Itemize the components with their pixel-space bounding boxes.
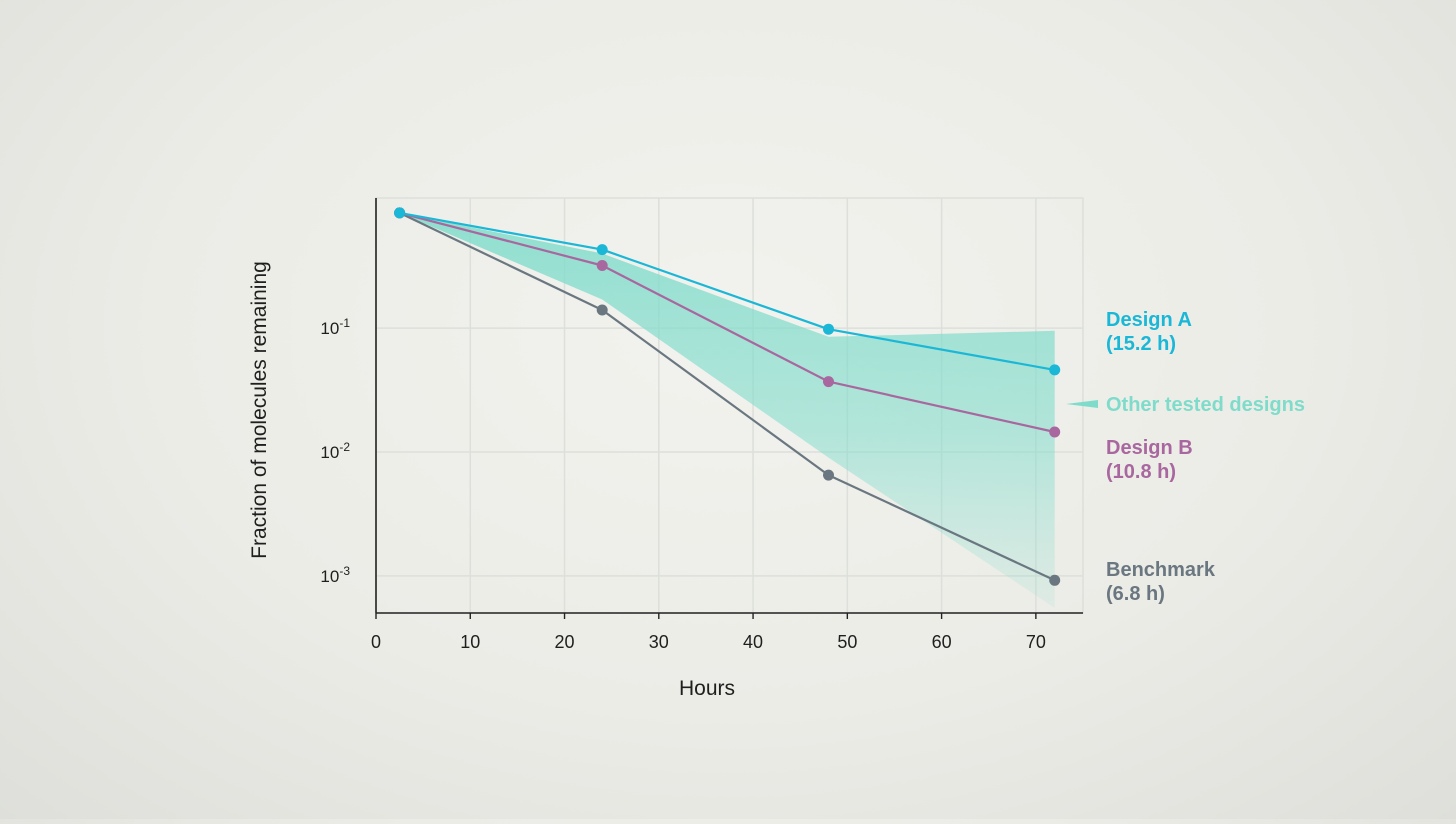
series-lines (394, 207, 1061, 586)
data-point-design-b (823, 376, 834, 388)
other-designs-pointer-icon (1066, 400, 1098, 408)
y-tick-label: 10-1 (320, 316, 350, 338)
other-designs-band-group (399, 212, 1055, 608)
series-line-benchmark (399, 211, 1056, 582)
data-point-benchmark (823, 469, 834, 481)
data-point-design-a (596, 244, 608, 256)
y-tick-label: 10-3 (320, 564, 350, 586)
data-point-design-a (823, 323, 834, 335)
legend-benchmark-halflife: (6.8 h) (1106, 583, 1165, 605)
x-tick-label: 30 (649, 632, 669, 652)
legend-design-b-halflife: (10.8 h) (1106, 461, 1176, 483)
legend-design-a-halflife: (15.2 h) (1106, 333, 1176, 355)
data-point-design-a (1049, 364, 1061, 376)
other-designs-band (399, 212, 1055, 608)
x-axis-label: Hours (679, 677, 735, 700)
series-line-design-b (399, 211, 1055, 434)
x-tick-label: 40 (743, 632, 763, 652)
legend: Design A (15.2 h) Other tested designs D… (1066, 309, 1305, 605)
data-point-design-a (394, 207, 406, 219)
legend-design-a-name: Design A (1106, 309, 1192, 331)
y-axis-label: Fraction of molecules remaining (248, 261, 271, 559)
data-point-design-b (1049, 426, 1061, 438)
axes (375, 198, 1083, 614)
x-tick-label: 60 (932, 632, 952, 652)
x-tick-label: 0 (371, 632, 381, 652)
series-line-design-a (399, 211, 1055, 371)
y-tick-label: 10-2 (320, 440, 350, 462)
tick-labels: 0 10 20 30 40 50 60 70 10-1 10-2 10-3 (320, 316, 1045, 652)
x-tick-label: 10 (460, 632, 480, 652)
x-tick-label: 20 (555, 632, 575, 652)
legend-other-designs: Other tested designs (1106, 394, 1305, 416)
legend-benchmark-name: Benchmark (1106, 559, 1216, 581)
data-point-benchmark (596, 304, 608, 316)
legend-design-b-name: Design B (1106, 437, 1193, 459)
data-point-benchmark (1049, 574, 1061, 586)
x-tick-label: 70 (1026, 632, 1046, 652)
data-point-design-b (596, 260, 608, 271)
x-tick-label: 50 (837, 632, 857, 652)
